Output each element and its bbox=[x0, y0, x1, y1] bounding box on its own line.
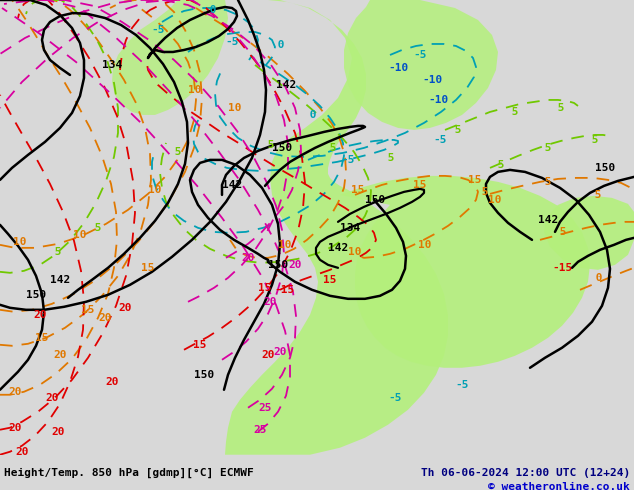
Text: 20: 20 bbox=[288, 260, 302, 270]
Text: 5: 5 bbox=[323, 143, 337, 153]
Text: 20: 20 bbox=[261, 350, 275, 360]
Text: 20: 20 bbox=[263, 297, 277, 307]
Text: 5: 5 bbox=[585, 135, 598, 145]
Text: 20: 20 bbox=[242, 253, 255, 263]
Text: 20: 20 bbox=[119, 303, 132, 313]
Text: -15: -15 bbox=[552, 263, 572, 273]
Text: 142: 142 bbox=[538, 215, 558, 225]
Text: -10: -10 bbox=[428, 95, 448, 105]
Text: 5: 5 bbox=[505, 107, 519, 117]
Text: 5: 5 bbox=[551, 103, 565, 113]
Text: 15: 15 bbox=[141, 263, 155, 273]
Text: 15: 15 bbox=[351, 185, 365, 195]
Text: 142: 142 bbox=[50, 275, 70, 285]
Text: 10: 10 bbox=[418, 240, 432, 250]
Text: 20: 20 bbox=[273, 347, 287, 357]
Text: 5: 5 bbox=[553, 227, 567, 237]
Text: -5: -5 bbox=[341, 155, 355, 165]
Text: 150: 150 bbox=[272, 143, 292, 153]
Text: -5: -5 bbox=[388, 393, 402, 403]
Text: 5: 5 bbox=[538, 177, 552, 187]
Text: -10: -10 bbox=[422, 75, 442, 85]
Text: 20: 20 bbox=[98, 313, 112, 323]
Text: 20: 20 bbox=[53, 350, 67, 360]
Text: 150: 150 bbox=[268, 260, 288, 270]
Text: 5: 5 bbox=[381, 153, 395, 163]
Text: 5: 5 bbox=[538, 143, 552, 153]
Text: 15: 15 bbox=[81, 305, 94, 315]
Text: 20: 20 bbox=[8, 423, 22, 433]
Text: 150: 150 bbox=[595, 163, 615, 173]
Text: 5: 5 bbox=[491, 160, 505, 170]
Text: 0: 0 bbox=[204, 5, 217, 15]
Text: 5: 5 bbox=[448, 125, 462, 135]
Text: 15: 15 bbox=[323, 275, 337, 285]
Text: 10: 10 bbox=[148, 185, 162, 195]
Text: 134: 134 bbox=[340, 223, 360, 233]
Text: 10: 10 bbox=[74, 230, 87, 240]
Text: 134: 134 bbox=[102, 60, 122, 70]
Text: 5: 5 bbox=[588, 190, 602, 200]
Text: 15: 15 bbox=[413, 180, 427, 190]
Text: Th 06-06-2024 12:00 UTC (12+24): Th 06-06-2024 12:00 UTC (12+24) bbox=[421, 468, 630, 478]
Text: 10: 10 bbox=[188, 85, 202, 95]
Text: 5: 5 bbox=[261, 140, 275, 150]
Polygon shape bbox=[112, 0, 228, 115]
Text: 20: 20 bbox=[45, 393, 59, 403]
Text: 0: 0 bbox=[589, 273, 603, 283]
Polygon shape bbox=[344, 0, 498, 130]
Text: 10: 10 bbox=[228, 103, 242, 113]
Text: 5: 5 bbox=[48, 247, 61, 257]
Text: 150: 150 bbox=[26, 290, 46, 300]
Text: Height/Temp. 850 hPa [gdmp][°C] ECMWF: Height/Temp. 850 hPa [gdmp][°C] ECMWF bbox=[4, 468, 254, 478]
Text: 20: 20 bbox=[8, 387, 22, 397]
Text: -5: -5 bbox=[225, 37, 239, 47]
Text: 142: 142 bbox=[222, 180, 242, 190]
Polygon shape bbox=[225, 0, 448, 455]
Text: 0: 0 bbox=[271, 40, 285, 50]
Text: 15: 15 bbox=[258, 283, 272, 293]
Text: 142: 142 bbox=[328, 243, 348, 253]
Text: 15: 15 bbox=[193, 340, 207, 350]
Polygon shape bbox=[340, 176, 590, 368]
Text: -5: -5 bbox=[413, 50, 427, 60]
Text: 10: 10 bbox=[278, 240, 292, 250]
Text: 20: 20 bbox=[51, 427, 65, 437]
Text: 10: 10 bbox=[348, 247, 362, 257]
Text: 10: 10 bbox=[13, 237, 27, 247]
Text: 5: 5 bbox=[476, 187, 489, 197]
Text: 0: 0 bbox=[303, 110, 317, 120]
Text: 15: 15 bbox=[36, 333, 49, 343]
Text: 25: 25 bbox=[258, 403, 272, 413]
Polygon shape bbox=[544, 196, 634, 270]
Text: -5: -5 bbox=[455, 380, 469, 390]
Text: 5: 5 bbox=[88, 223, 101, 233]
Text: -15: -15 bbox=[275, 285, 295, 295]
Text: 150: 150 bbox=[194, 370, 214, 380]
Text: 20: 20 bbox=[33, 310, 47, 320]
Text: -5: -5 bbox=[152, 25, 165, 35]
Text: 20: 20 bbox=[105, 377, 119, 387]
Text: -5: -5 bbox=[433, 135, 447, 145]
Text: 10: 10 bbox=[488, 195, 501, 205]
Text: 5: 5 bbox=[168, 147, 182, 157]
Text: 15: 15 bbox=[469, 175, 482, 185]
Text: © weatheronline.co.uk: © weatheronline.co.uk bbox=[488, 482, 630, 490]
Text: 25: 25 bbox=[253, 425, 267, 435]
Text: 142: 142 bbox=[276, 80, 296, 90]
Text: 20: 20 bbox=[15, 447, 29, 457]
Text: -10: -10 bbox=[388, 63, 408, 73]
Text: 150: 150 bbox=[365, 195, 385, 205]
